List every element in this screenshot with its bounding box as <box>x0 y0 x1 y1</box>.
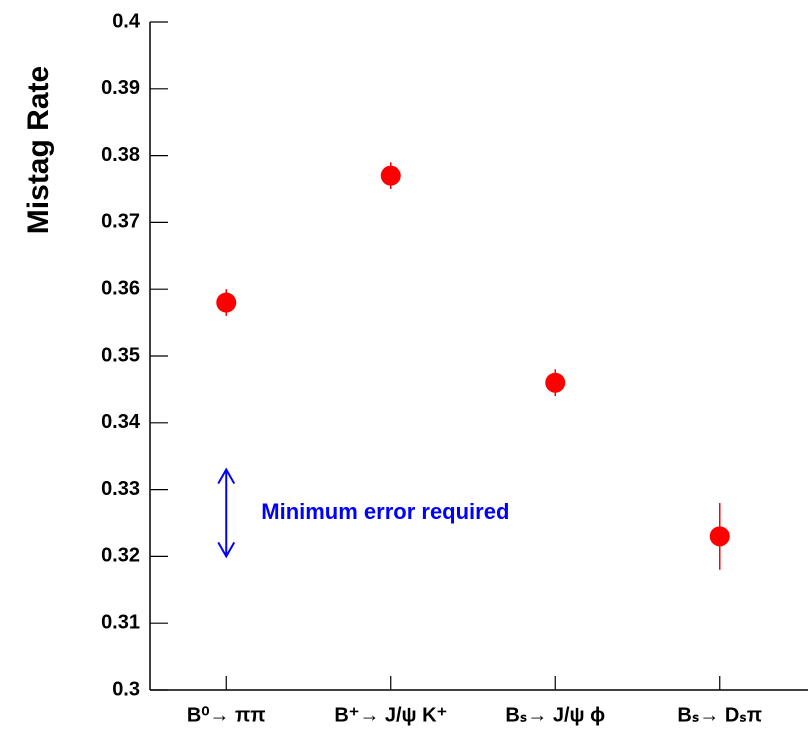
y-tick-label: 0.3 <box>112 678 140 700</box>
y-axis-label: Mistag Rate <box>22 66 55 234</box>
annotation-text: Minimum error required <box>261 499 509 524</box>
x-tick-label: Bₛ→ Dₛπ <box>677 704 762 726</box>
marker <box>545 372 566 393</box>
y-tick-label: 0.33 <box>101 478 140 500</box>
y-tick-label: 0.36 <box>101 277 140 299</box>
marker <box>380 165 401 186</box>
arrow-head <box>217 541 236 559</box>
marker <box>709 526 730 547</box>
x-tick-label: B⁰→ ππ <box>187 704 266 726</box>
y-tick-label: 0.37 <box>101 211 140 233</box>
y-tick-label: 0.31 <box>101 611 140 633</box>
x-tick-label: Bₛ→ J/ψ ϕ <box>505 704 605 726</box>
x-tick-label: B⁺→ J/ψ K⁺ <box>334 704 447 726</box>
marker <box>216 292 237 313</box>
arrow-head <box>217 467 236 485</box>
y-tick-label: 0.4 <box>112 10 141 32</box>
y-tick-label: 0.39 <box>101 77 140 99</box>
y-tick-label: 0.34 <box>101 411 141 433</box>
y-tick-label: 0.32 <box>101 545 140 567</box>
y-tick-label: 0.35 <box>101 344 140 366</box>
y-tick-label: 0.38 <box>101 144 140 166</box>
